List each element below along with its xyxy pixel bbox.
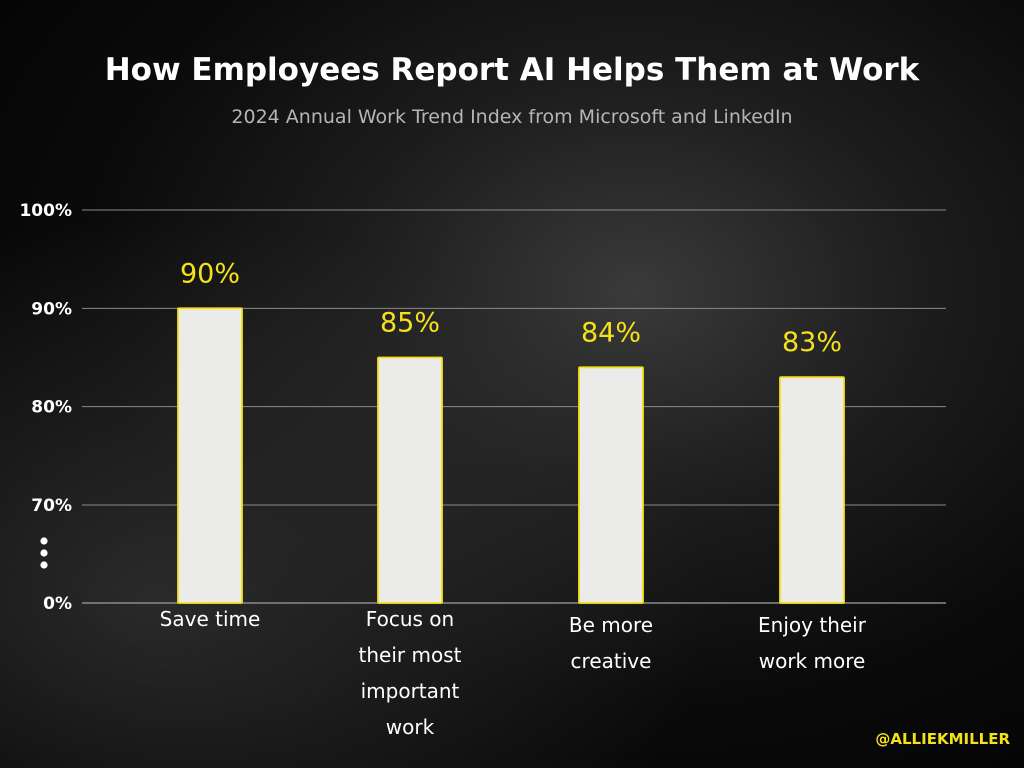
bar-4: [779, 376, 845, 604]
data-label-1: 90%: [180, 258, 240, 289]
bar-2: [377, 356, 443, 604]
y-tick-label-70: 70%: [31, 496, 72, 516]
axis-break-dot-1: [40, 537, 48, 545]
category-label-3-line-1: Be more: [569, 613, 653, 637]
data-label-3: 84%: [581, 317, 641, 348]
axis-break-dot-2: [40, 549, 48, 557]
category-label-3-line-2: creative: [571, 649, 652, 673]
watermark-handle: @ALLIEKMILLER: [875, 730, 1010, 748]
category-label-4-line-1: Enjoy their: [758, 613, 867, 637]
chart-subtitle: 2024 Annual Work Trend Index from Micros…: [231, 106, 793, 128]
bar-1: [177, 307, 243, 604]
category-label-2-line-2: their most: [359, 643, 462, 667]
category-label-2-line-4: work: [386, 715, 435, 739]
category-label-4-line-2: work more: [759, 649, 866, 673]
chart-title: How Employees Report AI Helps Them at Wo…: [104, 52, 920, 88]
y-tick-label-80: 80%: [31, 398, 72, 418]
data-label-2: 85%: [380, 308, 440, 339]
axis-break-dot-3: [40, 561, 48, 569]
bar-3: [578, 366, 644, 604]
category-label-2-line-1: Focus on: [366, 607, 454, 631]
y-tick-label-100: 100%: [19, 201, 72, 221]
category-label-2-line-3: important: [361, 679, 460, 703]
y-tick-label-0: 0%: [43, 594, 72, 614]
y-tick-label-90: 90%: [31, 299, 72, 319]
data-label-4: 83%: [782, 327, 842, 358]
category-label-1-line-1: Save time: [160, 607, 261, 631]
